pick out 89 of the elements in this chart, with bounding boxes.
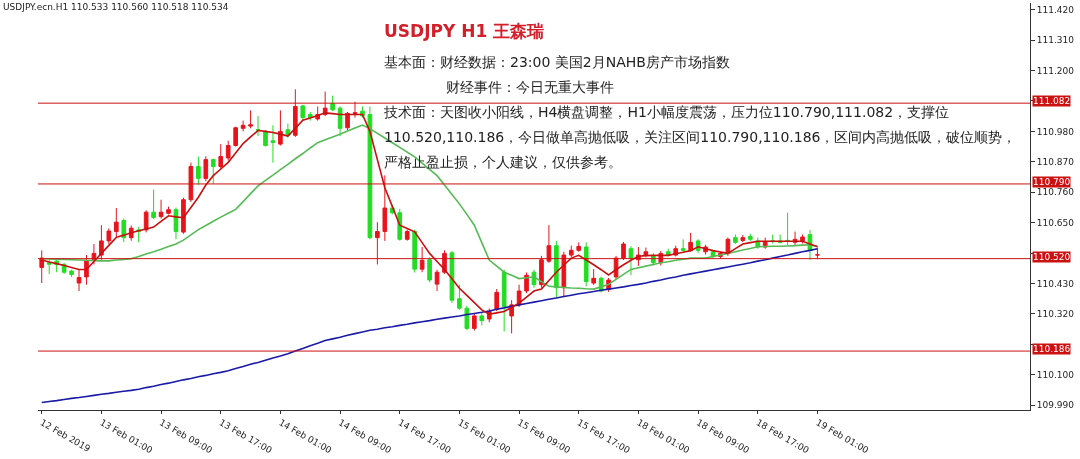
candlestick bbox=[568, 245, 574, 258]
candlestick bbox=[539, 255, 544, 289]
candlestick bbox=[628, 245, 634, 276]
candlestick bbox=[688, 232, 693, 253]
candlestick bbox=[524, 271, 529, 294]
candlestick bbox=[815, 247, 820, 260]
candlestick bbox=[591, 268, 596, 286]
candlestick bbox=[419, 246, 425, 273]
y-tick-label: 109.990 bbox=[1036, 400, 1075, 411]
candlestick bbox=[225, 140, 231, 161]
ref-line-label: 110.790 bbox=[1033, 177, 1071, 187]
candlestick bbox=[240, 120, 246, 132]
candlestick bbox=[472, 313, 477, 332]
candlestick bbox=[546, 224, 552, 264]
candlestick bbox=[300, 104, 306, 121]
candlestick bbox=[285, 123, 291, 139]
candlestick bbox=[337, 105, 343, 137]
candlestick bbox=[270, 124, 276, 164]
candlestick bbox=[345, 111, 350, 131]
candlestick bbox=[479, 312, 485, 326]
candlestick bbox=[352, 101, 358, 119]
candlestick bbox=[434, 269, 440, 292]
y-tick-label: 110.100 bbox=[1036, 370, 1075, 381]
candlestick bbox=[166, 206, 171, 215]
candlestick bbox=[747, 233, 753, 242]
candlestick bbox=[263, 129, 268, 148]
candlestick bbox=[121, 218, 127, 243]
candlestick bbox=[621, 241, 626, 261]
candlestick bbox=[382, 174, 388, 242]
candlestick bbox=[210, 158, 216, 185]
candlestick bbox=[412, 229, 417, 273]
candlestick bbox=[449, 250, 455, 304]
candlestick bbox=[494, 288, 500, 312]
annotation: 基本面：财经数据：23:00 美国2月NAHB房产市场指数 bbox=[384, 53, 731, 72]
candlestick bbox=[725, 237, 731, 257]
candlestick bbox=[143, 209, 149, 233]
candlestick bbox=[76, 268, 82, 292]
candlestick bbox=[427, 256, 432, 283]
candlestick bbox=[158, 199, 164, 220]
candlestick bbox=[255, 115, 261, 137]
candlestick bbox=[278, 109, 283, 146]
y-tick-label: 110.870 bbox=[1036, 156, 1075, 167]
candlestick bbox=[375, 221, 380, 265]
candlestick bbox=[770, 234, 775, 244]
y-tick-label: 111.200 bbox=[1036, 65, 1075, 76]
candlestick bbox=[457, 284, 462, 311]
candlestick bbox=[113, 207, 119, 239]
ref-line-label: 110.520 bbox=[1033, 252, 1071, 262]
text: USDJPY H1 王森瑞 bbox=[384, 20, 545, 43]
candlestick bbox=[188, 162, 194, 203]
y-tick-label: 110.760 bbox=[1036, 187, 1075, 198]
candlestick bbox=[84, 254, 89, 286]
candlestick bbox=[69, 269, 74, 278]
annotation: 财经事件：今日无重大事件 bbox=[445, 78, 615, 97]
candlestick bbox=[583, 241, 589, 287]
candlestick bbox=[404, 229, 410, 242]
candlestick bbox=[203, 155, 209, 182]
line-series bbox=[40, 124, 819, 290]
candlestick bbox=[233, 126, 238, 148]
y-tick-label: 110.430 bbox=[1036, 278, 1075, 289]
candlestick bbox=[464, 305, 470, 331]
y-tick-label: 110.650 bbox=[1036, 217, 1075, 228]
ref-line-label: 110.186 bbox=[1033, 344, 1071, 354]
y-tick-label: 111.420 bbox=[1036, 4, 1075, 15]
candlestick bbox=[99, 224, 104, 261]
candlestick bbox=[173, 206, 179, 240]
candlestick bbox=[248, 109, 253, 129]
candlestick bbox=[218, 143, 224, 170]
line-series bbox=[40, 247, 819, 404]
candlestick bbox=[576, 241, 582, 253]
candlestick bbox=[293, 88, 298, 138]
x-tick-label: 12 Feb 2019 bbox=[38, 417, 93, 455]
candlestick bbox=[501, 269, 507, 332]
candlestick bbox=[330, 95, 335, 112]
candlestick bbox=[106, 227, 112, 245]
candlestick bbox=[740, 234, 746, 243]
annotation: USDJPY.ecn.H1 110.533 110.560 110.518 110.534 bbox=[3, 2, 229, 12]
candlestick bbox=[181, 197, 186, 235]
y-tick-label: 111.310 bbox=[1036, 35, 1075, 46]
candlestick bbox=[196, 156, 201, 186]
candlestick bbox=[680, 238, 686, 253]
candlestick bbox=[643, 247, 649, 258]
candlestick bbox=[151, 188, 156, 220]
candlestick bbox=[367, 105, 373, 240]
candlestick bbox=[46, 259, 52, 275]
ref-line-label: 111.082 bbox=[1033, 96, 1071, 106]
candlestick bbox=[733, 234, 738, 245]
y-tick-label: 110.320 bbox=[1036, 309, 1075, 320]
y-tick-label: 110.980 bbox=[1036, 126, 1075, 137]
